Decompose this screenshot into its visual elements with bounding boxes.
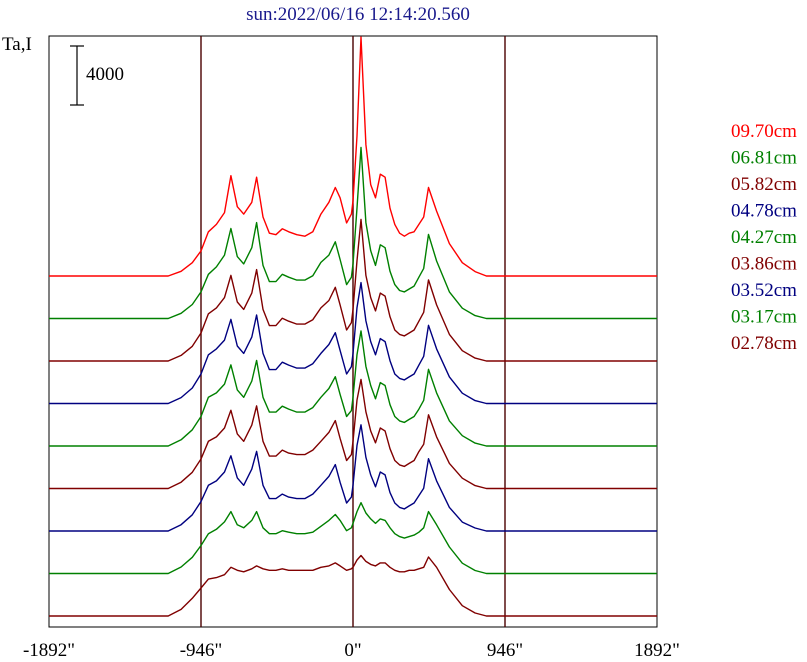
legend-entry: 03.86cm — [731, 254, 797, 275]
series-group — [49, 36, 657, 617]
legend: 09.70cm 06.81cm 05.82cm 04.78cm 04.27cm 03.86… — [731, 121, 797, 354]
legend-entry: 02.78cm — [731, 333, 797, 354]
series-line-03.17cm — [49, 502, 657, 575]
x-tick-labels: -1892" -946" 0" 946" 1892" — [23, 640, 680, 661]
chart-title: sun:2022/06/16 12:14:20.560 — [246, 4, 470, 25]
series-line-02.78cm — [49, 554, 657, 617]
series-line-04.78cm — [49, 281, 657, 405]
legend-entry: 05.82cm — [731, 174, 797, 195]
x-tick-label: 946" — [487, 640, 523, 661]
y-axis-label: Ta,I — [2, 34, 32, 55]
legend-entry: 04.27cm — [731, 227, 797, 248]
legend-entry: 04.78cm — [731, 201, 797, 222]
legend-entry: 06.81cm — [731, 148, 797, 169]
series-line-03.86cm — [49, 378, 657, 490]
x-tick-label: -1892" — [23, 640, 75, 661]
scale-bar-label: 4000 — [86, 64, 124, 85]
series-line-04.27cm — [49, 330, 657, 447]
x-tick-label: 0" — [344, 640, 361, 661]
vertical-markers — [200, 36, 506, 627]
series-line-03.52cm — [49, 424, 657, 532]
legend-entry: 03.52cm — [731, 280, 797, 301]
scale-bar: 4000 — [70, 45, 124, 106]
series-line-09.70cm — [49, 36, 657, 277]
series-line-05.82cm — [49, 218, 657, 362]
x-tick-label: -946" — [180, 640, 223, 661]
legend-entry: 03.17cm — [731, 307, 797, 328]
legend-entry: 09.70cm — [731, 121, 797, 142]
x-tick-label: 1892" — [634, 640, 680, 661]
series-line-06.81cm — [49, 146, 657, 320]
